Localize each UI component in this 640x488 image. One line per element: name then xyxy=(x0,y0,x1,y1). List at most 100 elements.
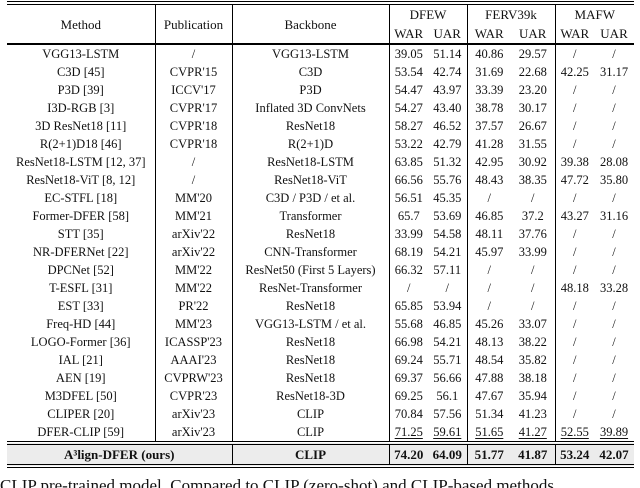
publication-cell: CVPR'23 xyxy=(155,387,233,405)
mafw-war-cell: / xyxy=(573,83,577,97)
method-cell: IAL [21] xyxy=(7,351,156,369)
dfew-uar-cell: 55.76 xyxy=(428,171,468,189)
backbone-cell: C3D xyxy=(232,63,390,81)
ferv39k-war-cell: 37.57 xyxy=(475,119,504,133)
method-cell: R(2+1)D18 [46] xyxy=(7,135,156,153)
dfew-uar-cell: 55.71 xyxy=(428,351,468,369)
results-table: Method Publication Backbone DFEW FERV39k… xyxy=(7,1,635,468)
mafw-war-cell: 52.55 xyxy=(560,425,589,439)
dfew-war-cell: 66.32 xyxy=(394,263,423,277)
mafw-war-cell: / xyxy=(573,191,577,205)
table-row: ResNet18-LSTM [12, 37] / ResNet18-LSTM 63.8… xyxy=(7,153,634,171)
table-row: NR-DFERNet [22] arXiv'22 CNN-Transformer 68… xyxy=(7,243,634,261)
ferv39k-uar-cell: / xyxy=(511,297,556,315)
method-cell: VGG13-LSTM xyxy=(7,44,156,63)
header-group-ferv39k: FERV39k xyxy=(467,3,556,24)
publication-cell: ICASSP'23 xyxy=(155,333,233,351)
mafw-uar-cell: 28.08 xyxy=(599,155,629,169)
ferv39k-uar-cell: 41.87 xyxy=(511,441,556,468)
dfew-war-cell: 54.27 xyxy=(394,101,423,115)
ferv39k-uar-cell: 33.07 xyxy=(511,315,556,333)
mafw-uar-cell: / xyxy=(612,389,616,403)
ferv39k-uar-cell: 41.27 xyxy=(511,423,556,443)
backbone-cell: C3D / P3D / et al. xyxy=(232,189,390,207)
header-mafw-war: WAR xyxy=(555,24,595,45)
dfew-uar-cell: 42.79 xyxy=(428,135,468,153)
ferv39k-war-cell: 47.67 xyxy=(475,389,504,403)
mafw-war-cell: 42.25 xyxy=(560,65,589,79)
method-cell: CLIPER [20] xyxy=(7,405,156,423)
mafw-uar-cell: 39.89 xyxy=(599,425,629,439)
mafw-war-cell: / xyxy=(573,299,577,313)
ferv39k-uar-cell: / xyxy=(511,261,556,279)
method-cell: I3D-RGB [3] xyxy=(7,99,156,117)
mafw-war-cell: / xyxy=(573,335,577,349)
mafw-uar-cell: / xyxy=(612,137,616,151)
dfew-uar-cell: 59.61 xyxy=(428,423,468,443)
dfew-uar-cell: 43.40 xyxy=(428,99,468,117)
backbone-cell: ResNet18-ViT xyxy=(232,171,390,189)
header-mafw-uar: UAR xyxy=(594,24,635,45)
caption-text: CLIP pre-trained model. Compared to CLIP… xyxy=(0,476,554,488)
dfew-war-cell: 68.19 xyxy=(394,245,423,259)
ferv39k-uar-cell: 38.22 xyxy=(511,333,556,351)
mafw-war-cell: / xyxy=(573,245,577,259)
mafw-uar-cell: / xyxy=(612,353,616,367)
table-row: EST [33] PR'22 ResNet18 65.85 53.94 / / / / xyxy=(7,297,634,315)
backbone-cell: ResNet18 xyxy=(232,225,390,243)
backbone-cell: ResNet18 xyxy=(232,369,390,387)
publication-cell: arXiv'23 xyxy=(155,405,233,423)
dfew-war-cell: 69.24 xyxy=(394,353,423,367)
ferv39k-war-cell: 48.11 xyxy=(475,227,504,241)
dfew-war-cell: 63.85 xyxy=(394,155,423,169)
mafw-uar-cell: 31.17 xyxy=(599,65,629,79)
ferv39k-war-cell: 45.97 xyxy=(475,245,504,259)
mafw-war-cell: / xyxy=(573,407,577,421)
ferv39k-war-cell: 42.95 xyxy=(475,155,504,169)
publication-cell: CVPRW'23 xyxy=(155,369,233,387)
ferv39k-war-cell: 47.88 xyxy=(475,371,504,385)
backbone-cell: ResNet18 xyxy=(232,117,390,135)
ferv39k-uar-cell: 35.94 xyxy=(511,387,556,405)
header-group-dfew: DFEW xyxy=(389,3,468,24)
table-row: AEN [19] CVPRW'23 ResNet18 69.37 56.66 47.88 3… xyxy=(7,369,634,387)
table-row: CLIPER [20] arXiv'23 CLIP 70.84 57.56 51.34 41… xyxy=(7,405,634,423)
publication-cell: / xyxy=(155,44,233,63)
mafw-uar-cell: / xyxy=(612,317,616,331)
dfew-war-cell: 39.05 xyxy=(394,47,423,61)
ferv39k-war-cell: 51.34 xyxy=(475,407,504,421)
mafw-uar-cell: / xyxy=(612,191,616,205)
dfew-uar-cell: 54.21 xyxy=(428,243,468,261)
dfew-war-cell: 65.85 xyxy=(394,299,423,313)
ferv39k-war-cell: 48.43 xyxy=(475,173,504,187)
method-cell: AEN [19] xyxy=(7,369,156,387)
mafw-uar-cell: / xyxy=(612,47,616,61)
dfew-uar-cell: 51.14 xyxy=(428,44,468,63)
dfew-uar-cell: 42.74 xyxy=(428,63,468,81)
ferv39k-war-cell: 33.39 xyxy=(475,83,504,97)
table-body: VGG13-LSTM / VGG13-LSTM 39.05 51.14 40.86 29.5… xyxy=(7,44,635,468)
mafw-war-cell: / xyxy=(573,227,577,241)
mafw-uar-cell: / xyxy=(612,119,616,133)
header-dfew-uar: UAR xyxy=(428,24,468,45)
mafw-uar-cell: 31.16 xyxy=(599,209,629,223)
dfew-war-cell: 58.27 xyxy=(394,119,423,133)
publication-cell: MM'22 xyxy=(155,279,233,297)
ferv39k-war-cell: 46.85 xyxy=(475,209,504,223)
dfew-war-cell: 55.68 xyxy=(394,317,423,331)
mafw-war-cell: 47.72 xyxy=(560,173,589,187)
method-cell: C3D [45] xyxy=(7,63,156,81)
ferv39k-war-cell: 48.54 xyxy=(475,353,504,367)
ferv39k-war-cell: 51.77 xyxy=(467,441,511,468)
table-row: DPCNet [52] MM'22 ResNet50 (First 5 Layers… xyxy=(7,261,634,279)
ferv39k-war-cell: 31.69 xyxy=(475,65,504,79)
dfew-uar-cell: 46.52 xyxy=(428,117,468,135)
ferv39k-uar-cell: 26.67 xyxy=(511,117,556,135)
mafw-war-cell: / xyxy=(573,47,577,61)
dfew-uar-cell: 54.58 xyxy=(428,225,468,243)
mafw-war-cell: 43.27 xyxy=(560,209,589,223)
method-cell: ResNet18-LSTM [12, 37] xyxy=(7,153,156,171)
table-row: C3D [45] CVPR'15 C3D 53.54 42.74 31.69 22.68 42… xyxy=(7,63,634,81)
publication-cell: CVPR'17 xyxy=(155,99,233,117)
backbone-cell: VGG13-LSTM xyxy=(232,44,390,63)
